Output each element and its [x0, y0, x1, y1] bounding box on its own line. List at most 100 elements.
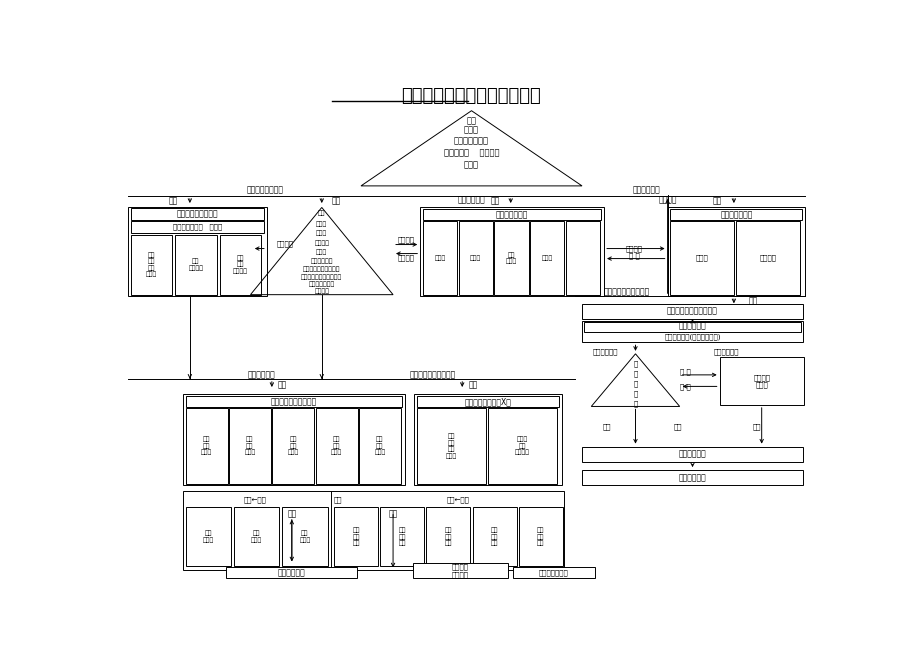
Text: 民政：: 民政： [470, 255, 481, 261]
Bar [414, 394, 562, 485]
Text: 负责报告工作: 负责报告工作 [713, 348, 739, 355]
Text: 直 管: 直 管 [679, 383, 690, 390]
Text: 社区
调解员：: 社区 调解员： [188, 258, 203, 271]
Text: 社区: 社区 [466, 116, 476, 125]
Bar [670, 209, 801, 220]
Text: 领导: 领导 [712, 197, 721, 206]
Bar [282, 507, 327, 566]
Text: 社区
综合
办公室：: 社区 综合 办公室： [233, 255, 247, 274]
Text: 通 报: 通 报 [679, 368, 690, 375]
Text: 社区社会管理办公室: 社区社会管理办公室 [176, 210, 218, 219]
Text: 社情民意信息站: 社情民意信息站 [720, 210, 752, 219]
Text: 劳动
保障：: 劳动 保障： [505, 252, 516, 264]
Bar [582, 447, 802, 462]
Text: 服务: 服务 [287, 510, 296, 519]
Text: 委员：: 委员： [316, 249, 327, 255]
Text: 网格、信息员采集信息: 网格、信息员采集信息 [603, 288, 650, 297]
Text: 实施: 实施 [674, 423, 682, 430]
Text: 领导: 领导 [468, 380, 477, 389]
Text: 会: 会 [632, 400, 637, 407]
Bar [225, 568, 357, 578]
Text: 残疾人
工作
（残联）: 残疾人 工作 （残联） [515, 437, 529, 455]
Bar [735, 221, 800, 295]
Bar [719, 357, 803, 405]
Text: 党委书记：    副书记：: 党委书记： 副书记： [443, 148, 499, 158]
Text: 居: 居 [632, 381, 637, 387]
Text: 社区民主管理与民主监督: 社区民主管理与民主监督 [666, 307, 717, 316]
Text: 其他
服务
小组: 其他 服务 小组 [537, 527, 544, 546]
Bar [459, 221, 493, 295]
Text: 委员：: 委员： [463, 160, 479, 169]
Bar [582, 470, 802, 485]
Text: 副主任：: 副主任： [314, 240, 329, 246]
Text: 党委第一书记：: 党委第一书记： [453, 136, 489, 145]
Text: 居务公开制度: 居务公开制度 [678, 450, 706, 458]
Bar [186, 507, 231, 566]
Bar [380, 507, 424, 566]
Text: 楼栋长（楼栋）: 楼栋长（楼栋） [308, 282, 335, 288]
Text: 协调←领导: 协调←领导 [244, 497, 267, 503]
Text: 社区领导核心: 社区领导核心 [457, 195, 485, 204]
Bar [423, 209, 601, 220]
Text: 社区
参务
服务
通报：: 社区 参务 服务 通报： [146, 252, 157, 277]
Text: 居务公开小组: 居务公开小组 [678, 473, 706, 482]
Bar [186, 396, 402, 407]
Text: 片区
督导员: 片区 督导员 [251, 531, 262, 543]
Text: 指导监督: 指导监督 [398, 237, 414, 243]
Text: （居民小组、网格、片: （居民小组、网格、片 [302, 266, 340, 272]
Text: 领导: 领导 [748, 297, 757, 306]
Bar [426, 507, 470, 566]
Bar [128, 207, 267, 296]
Bar [512, 568, 595, 578]
Text: 特殊
帮扶
小组: 特殊 帮扶 小组 [491, 527, 498, 546]
Text: 收集反映民意（诉求）: 收集反映民意（诉求） [409, 370, 455, 380]
Bar [423, 221, 457, 295]
Bar [670, 221, 733, 295]
Bar [413, 563, 507, 578]
Text: 反馈服务
信 息: 反馈服务 信 息 [625, 245, 641, 259]
Bar [272, 408, 314, 484]
Text: 社区、组织架构及运作模式图: 社区、组织架构及运作模式图 [402, 87, 540, 105]
Text: 楼道
协调员: 楼道 协调员 [202, 531, 214, 543]
Bar [334, 507, 378, 566]
Bar [130, 234, 172, 295]
Text: 社区居民群众: 社区居民群众 [278, 568, 305, 577]
Bar [529, 221, 563, 295]
Bar [472, 507, 516, 566]
Text: 劳务：: 劳务： [434, 255, 446, 261]
Text: 主持召集大会: 主持召集大会 [592, 348, 618, 355]
Text: 领导: 领导 [169, 197, 178, 206]
Bar [183, 491, 563, 570]
Bar [417, 396, 559, 407]
Bar [183, 394, 404, 485]
Bar [229, 408, 270, 484]
Text: 必建的五个下属委员会: 必建的五个下属委员会 [270, 397, 317, 406]
Text: 社区公共服务站: 社区公共服务站 [495, 210, 528, 219]
Text: 信息员：: 信息员： [759, 255, 776, 262]
Bar [175, 234, 217, 295]
Text: 区: 区 [632, 370, 637, 377]
Text: 社会网格化制度: 社会网格化制度 [539, 570, 568, 576]
Text: 信息通报共享: 信息通报共享 [247, 370, 275, 380]
Text: 党委会: 党委会 [463, 126, 479, 135]
Bar [220, 234, 261, 295]
Text: 社区
协调员: 社区 协调员 [299, 531, 311, 543]
Text: 反馈诉求: 反馈诉求 [658, 195, 676, 204]
Text: 片区
主任
委员: 片区 主任 委员 [352, 527, 359, 546]
Text: 维护
老年
权益
委员会: 维护 老年 权益 委员会 [446, 434, 457, 458]
Text: 治安
保卫
委员会: 治安 保卫 委员会 [244, 437, 255, 455]
Bar [584, 322, 800, 331]
Text: 居民代表会议(居民大会闭合): 居民代表会议(居民大会闭合) [664, 333, 720, 340]
Text: 领导: 领导 [331, 197, 340, 206]
Text: 社会
福利
委员会: 社会 福利 委员会 [331, 437, 342, 455]
Text: 共同
缔造
小组: 共同 缔造 小组 [398, 527, 405, 546]
Bar [130, 208, 264, 220]
Bar [582, 321, 802, 342]
Text: 参与: 参与 [388, 510, 397, 519]
Text: 社区居民大会: 社区居民大会 [678, 322, 706, 331]
Bar [582, 303, 802, 319]
Text: 委: 委 [632, 391, 637, 397]
Text: 协调←领导: 协调←领导 [447, 497, 469, 503]
Text: 领导: 领导 [490, 197, 499, 206]
Text: 反馈批评建议: 反馈批评建议 [631, 185, 659, 194]
